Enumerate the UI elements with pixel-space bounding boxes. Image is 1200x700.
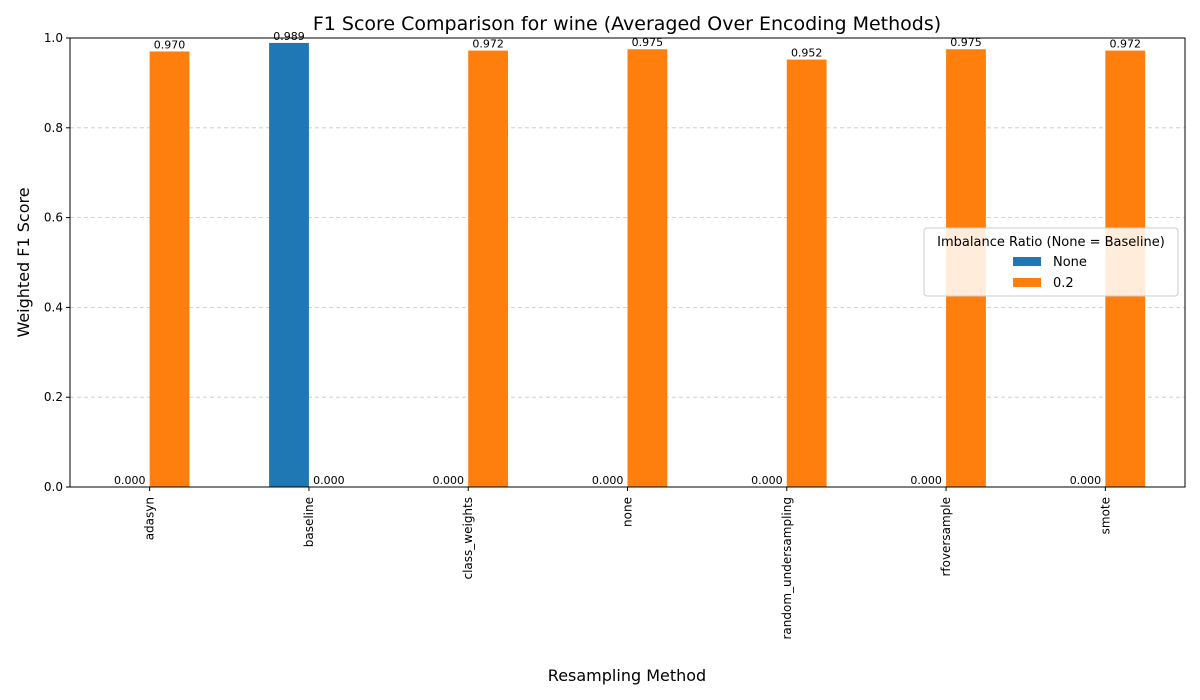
bar-value-label: 0.000	[751, 474, 783, 487]
legend-swatch-none	[1013, 257, 1041, 266]
bar-value-label: 0.972	[472, 38, 504, 51]
x-tick-label-random-undersampling: random_undersampling	[780, 497, 794, 640]
x-tick-label-adasyn: adasyn	[143, 497, 157, 540]
bar-value-label: 0.952	[791, 47, 823, 60]
bar-value-label: 0.972	[1110, 38, 1142, 51]
bar-value-label: 0.970	[154, 38, 186, 51]
bar-0-2-adasyn	[149, 51, 190, 487]
x-tick-label-baseline: baseline	[302, 497, 316, 547]
y-tick-label: 0.6	[44, 211, 63, 225]
y-tick-label: 0.2	[44, 390, 63, 404]
x-axis: adasyn baseline class_weights none random_un…	[143, 487, 1112, 640]
bar-value-label: 0.989	[273, 30, 305, 43]
x-tick-label-rfoversample: rfoversample	[939, 497, 953, 577]
bar-value-label: 0.000	[114, 474, 146, 487]
x-tick-label-class-weights: class_weights	[461, 497, 475, 580]
legend-label-0-2: 0.2	[1053, 276, 1074, 291]
bar-none-baseline	[269, 42, 309, 488]
bar-value-labels: 0.000 0.970 0.989 0.000 0.000 0.972 0.000 0.975…	[114, 30, 1141, 487]
bar-value-label: 0.000	[1070, 474, 1102, 487]
x-tick-label-smote: smote	[1098, 497, 1112, 534]
x-tick-label-none: none	[621, 497, 635, 527]
bar-value-label: 0.000	[592, 474, 624, 487]
bar-value-label: 0.975	[632, 36, 664, 49]
bar-0-2-none	[627, 49, 668, 487]
grid-lines	[70, 127, 1185, 398]
y-axis: 0.0 0.2 0.4 0.6 0.8 1.0	[44, 31, 70, 494]
legend-label-none: None	[1053, 255, 1087, 270]
bar-value-label: 0.000	[433, 474, 465, 487]
bar-value-label: 0.975	[950, 36, 982, 49]
bar-0-2-random-undersampling	[786, 59, 827, 487]
y-tick-label: 0.0	[44, 480, 63, 494]
legend-swatch-0-2	[1013, 278, 1041, 287]
bar-value-label: 0.000	[910, 474, 942, 487]
bar-value-label: 0.000	[313, 474, 345, 487]
y-tick-label: 1.0	[44, 31, 63, 45]
y-tick-label: 0.4	[44, 300, 63, 314]
x-axis-title: Resampling Method	[548, 666, 706, 685]
y-axis-title: Weighted F1 Score	[14, 187, 33, 337]
legend: Imbalance Ratio (None = Baseline) None 0…	[923, 227, 1179, 297]
legend-box	[923, 227, 1179, 297]
legend-title: Imbalance Ratio (None = Baseline)	[937, 235, 1165, 250]
y-tick-label: 0.8	[44, 121, 63, 135]
bar-0-2-class-weights	[468, 50, 509, 488]
chart-title: F1 Score Comparison for wine (Averaged O…	[313, 13, 941, 35]
